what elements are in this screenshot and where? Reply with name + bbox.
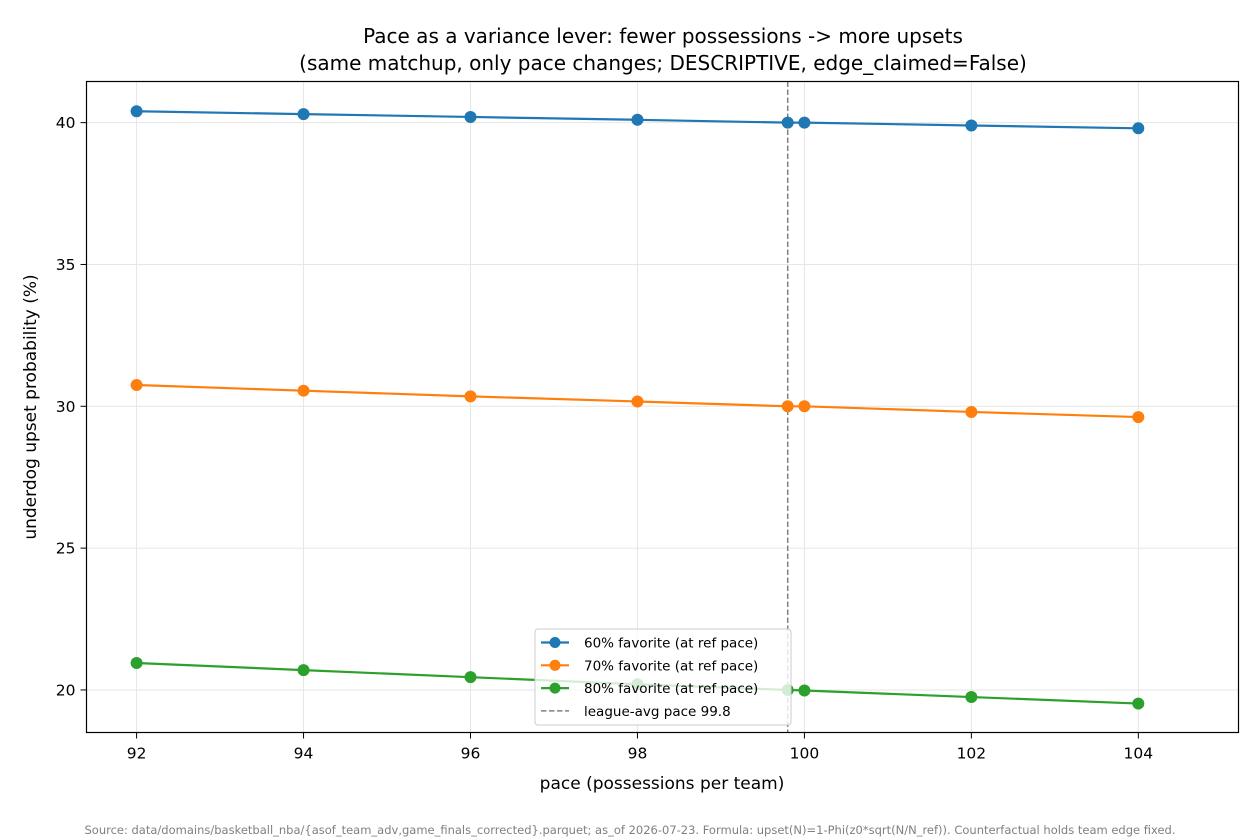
legend-box — [534, 628, 792, 726]
legend-label: 80% favorite (at ref pace) — [584, 681, 758, 697]
series-1 — [130, 105, 1145, 135]
data-point — [130, 657, 143, 670]
legend: 60% favorite (at ref pace) 70% favorite (… — [534, 628, 792, 726]
data-point — [781, 116, 794, 129]
x-tick-label: 104 — [1124, 745, 1154, 763]
data-point — [631, 113, 644, 126]
y-tick-label: 20 — [56, 681, 76, 699]
y-tick-label: 25 — [56, 540, 76, 558]
data-point — [464, 671, 477, 684]
x-tick-label: 92 — [127, 745, 147, 763]
footnote: Source: data/domains/basketball_nba/{aso… — [84, 823, 1175, 837]
data-point — [965, 691, 978, 704]
data-point — [130, 379, 143, 392]
data-point — [130, 105, 143, 118]
data-point — [297, 384, 310, 397]
x-tick-label: 102 — [957, 745, 987, 763]
series-line — [136, 110, 1139, 130]
data-point — [965, 405, 978, 418]
data-point — [798, 116, 811, 129]
data-point — [297, 108, 310, 121]
data-point — [965, 119, 978, 132]
data-point — [1132, 697, 1145, 710]
data-point — [464, 390, 477, 403]
legend-label: 60% favorite (at ref pace) — [584, 636, 758, 652]
legend-marker — [549, 659, 561, 671]
legend-label: 70% favorite (at ref pace) — [584, 658, 758, 674]
series-2 — [130, 379, 1145, 424]
data-point — [464, 110, 477, 123]
x-axis-ticks: 92 94 96 98 100 102 104 — [127, 732, 1154, 763]
y-axis-ticks: 20 25 30 35 40 — [56, 114, 87, 699]
legend-label: league-avg pace 99.8 — [584, 704, 731, 720]
series-line — [136, 383, 1139, 419]
data-point — [798, 684, 811, 697]
y-tick-label: 35 — [56, 256, 76, 274]
x-axis-label: pace (possessions per team) — [540, 774, 785, 794]
series-group — [130, 105, 1145, 710]
chart-title: Pace as a variance lever: fewer possessi… — [363, 24, 963, 48]
x-tick-label: 98 — [628, 745, 648, 763]
x-tick-label: 96 — [461, 745, 481, 763]
data-point — [631, 395, 644, 408]
chart-subtitle: (same matchup, only pace changes; DESCRI… — [299, 51, 1027, 75]
data-point — [1132, 122, 1145, 135]
data-point — [781, 400, 794, 413]
legend-marker — [549, 682, 561, 694]
data-point — [1132, 411, 1145, 424]
data-point — [297, 664, 310, 677]
y-axis-label: underdog upset probability (%) — [21, 274, 41, 539]
legend-marker — [549, 637, 561, 648]
x-tick-label: 94 — [294, 745, 314, 763]
y-tick-label: 40 — [56, 114, 76, 132]
plot-frame — [85, 80, 1240, 734]
data-point — [798, 400, 811, 413]
y-tick-label: 30 — [56, 398, 76, 416]
x-tick-label: 100 — [790, 745, 820, 763]
